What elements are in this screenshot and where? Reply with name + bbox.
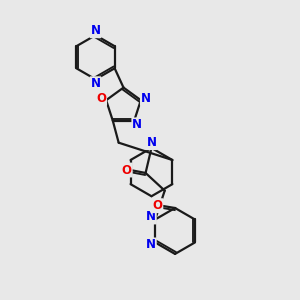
Text: N: N: [146, 136, 157, 149]
Text: O: O: [152, 199, 162, 212]
Text: N: N: [146, 211, 156, 224]
Text: N: N: [141, 92, 151, 105]
Text: N: N: [146, 238, 156, 251]
Text: N: N: [132, 118, 142, 131]
Text: N: N: [91, 24, 100, 37]
Text: O: O: [122, 164, 132, 176]
Text: N: N: [91, 77, 100, 90]
Text: O: O: [96, 92, 106, 105]
